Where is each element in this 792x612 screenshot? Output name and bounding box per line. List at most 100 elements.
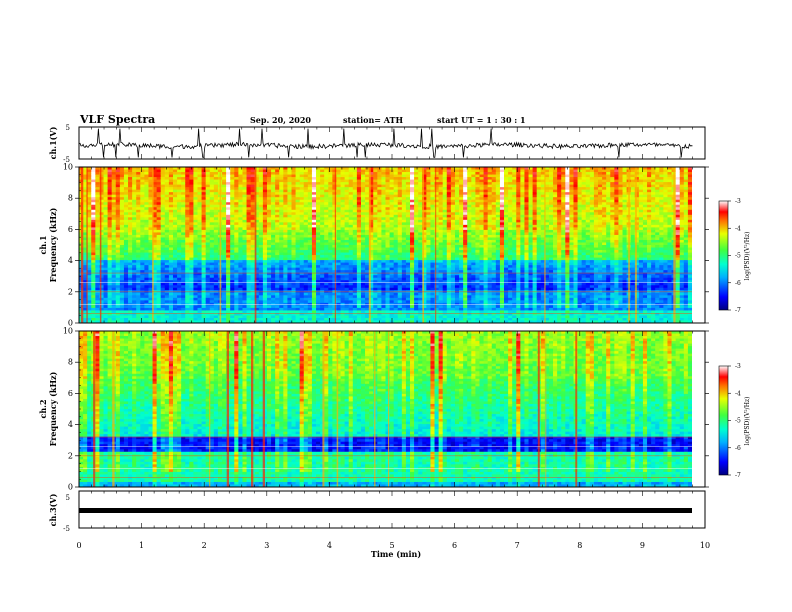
spectrogram-cell bbox=[344, 297, 350, 301]
spectrogram-cell bbox=[307, 172, 313, 175]
spectrogram-cell bbox=[373, 237, 378, 241]
spectrogram-cell bbox=[336, 260, 341, 264]
spectrogram-cell bbox=[156, 260, 162, 264]
spectrogram-cell bbox=[185, 307, 190, 311]
spectrogram-cell bbox=[324, 234, 329, 238]
spectrogram-cell bbox=[230, 209, 235, 213]
spectrogram-cell bbox=[356, 245, 362, 248]
spectrogram-cell bbox=[352, 287, 358, 291]
spectrogram-cell bbox=[234, 260, 239, 264]
spectrogram-cell bbox=[369, 282, 374, 286]
spectrogram-cell bbox=[111, 267, 117, 271]
spectrogram-cell bbox=[266, 317, 272, 321]
spectrogram-cell bbox=[250, 209, 256, 213]
spectrogram-cell bbox=[316, 184, 321, 188]
spectrogram-cell bbox=[324, 194, 329, 198]
spectrogram-cell bbox=[307, 307, 313, 311]
spectrogram-cell bbox=[332, 292, 337, 296]
spectrogram-cell bbox=[136, 275, 141, 279]
spectrogram-cell bbox=[111, 229, 117, 233]
spectrogram-cell bbox=[201, 169, 207, 173]
spectrogram-cell bbox=[209, 292, 215, 296]
spectrogram-cell bbox=[99, 252, 104, 256]
spectrogram-cell bbox=[307, 209, 313, 213]
spectrogram-cell bbox=[336, 197, 341, 201]
spectrogram-cell bbox=[303, 285, 309, 289]
spectrogram-cell bbox=[83, 282, 88, 286]
spectrogram-cell bbox=[91, 209, 96, 213]
spectrogram-cell bbox=[172, 242, 178, 246]
spectrogram-cell bbox=[87, 242, 92, 246]
ch1-waveform-ticks bbox=[78, 127, 706, 159]
spectrogram-cell bbox=[360, 222, 366, 226]
spectrogram-cell bbox=[295, 250, 301, 253]
spectrogram-cell bbox=[287, 209, 292, 213]
spectrogram-cell bbox=[373, 202, 378, 206]
spectrogram-cell bbox=[123, 255, 129, 258]
spectrogram-cell bbox=[177, 194, 182, 198]
spectrogram-cell bbox=[258, 305, 264, 309]
spectrogram-cell bbox=[160, 197, 166, 201]
spectrogram-cell bbox=[238, 292, 243, 296]
spectrogram-cell bbox=[119, 239, 125, 243]
spectrogram-cell bbox=[332, 229, 337, 233]
spectrogram-cell bbox=[295, 242, 301, 246]
spectrogram-cell bbox=[160, 247, 166, 251]
spectrogram-cell bbox=[152, 262, 158, 266]
spectrogram-cell bbox=[393, 255, 399, 258]
spectrogram-cell bbox=[299, 222, 305, 226]
spectrogram-cell bbox=[307, 247, 313, 251]
spectrogram-cell bbox=[320, 270, 325, 274]
spectrogram-cell bbox=[385, 317, 390, 321]
spectrogram-cell bbox=[328, 250, 333, 253]
spectrogram-cell bbox=[377, 174, 382, 178]
spectrogram-cell bbox=[311, 280, 317, 284]
spectrogram-cell bbox=[377, 212, 382, 216]
spectrogram-cell bbox=[213, 217, 219, 221]
spectrogram-cell bbox=[91, 280, 96, 284]
spectrogram-cell bbox=[381, 255, 386, 258]
spectrogram-cell bbox=[266, 229, 272, 233]
spectrogram-cell bbox=[99, 262, 104, 266]
spectrogram-cell bbox=[103, 272, 109, 276]
spectrogram-cell bbox=[352, 285, 358, 289]
spectrogram-cell bbox=[328, 312, 333, 316]
spectrogram-cell bbox=[369, 250, 374, 253]
spectrogram-cell bbox=[230, 169, 235, 173]
spectrogram-cell bbox=[316, 280, 321, 284]
spectrogram-cell bbox=[311, 282, 317, 286]
spectrogram-cell bbox=[311, 222, 317, 226]
spectrogram-cell bbox=[144, 305, 149, 309]
spectrogram-cell bbox=[87, 239, 92, 243]
spectrogram-cell bbox=[295, 260, 301, 264]
spectrogram-cell bbox=[283, 169, 288, 173]
spectrogram-cell bbox=[152, 287, 158, 291]
spectrogram-cell bbox=[324, 177, 329, 180]
spectrogram-cell bbox=[111, 224, 117, 228]
spectrogram-cell bbox=[389, 207, 395, 211]
spectrogram-cell bbox=[119, 247, 125, 251]
spectrogram-cell bbox=[230, 229, 235, 233]
spectrogram-cell bbox=[140, 300, 145, 304]
spectrogram-cell bbox=[172, 295, 178, 299]
spectrogram-cell bbox=[262, 217, 268, 221]
spectrogram-cell bbox=[262, 219, 268, 223]
spectrogram-cell bbox=[291, 182, 296, 186]
spectrogram-cell bbox=[381, 270, 386, 274]
spectrogram-cell bbox=[193, 232, 198, 236]
spectrogram-cell bbox=[299, 172, 305, 175]
spectrogram-cell bbox=[144, 234, 149, 238]
spectrogram-cell bbox=[365, 239, 370, 243]
spectrogram-cell bbox=[283, 167, 288, 170]
spectrogram-cell bbox=[87, 305, 92, 309]
spectrogram-cell bbox=[172, 255, 178, 258]
spectrogram-cell bbox=[222, 217, 227, 221]
spectrogram-cell bbox=[201, 187, 207, 191]
spectrogram-cell bbox=[340, 297, 346, 301]
spectrogram-cell bbox=[279, 187, 284, 191]
spectrogram-cell bbox=[140, 312, 145, 316]
spectrogram-cell bbox=[144, 247, 149, 251]
spectrogram-cell bbox=[348, 285, 354, 289]
spectrogram-cell bbox=[340, 177, 346, 180]
spectrogram-cell bbox=[201, 207, 207, 211]
